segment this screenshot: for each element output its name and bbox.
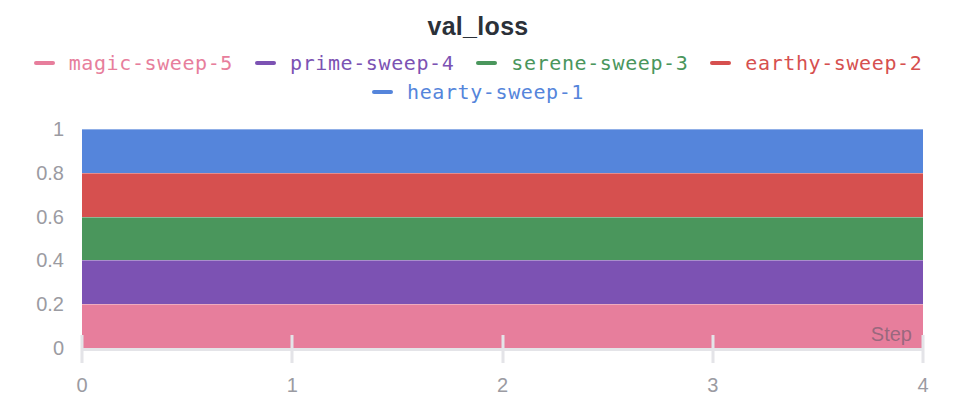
y-tick-label: 0 xyxy=(0,337,64,360)
legend-swatch-icon xyxy=(710,61,731,65)
x-tick-label: 0 xyxy=(76,374,87,396)
legend: magic-sweep-5 prime-sweep-4 serene-sweep… xyxy=(2,50,954,105)
legend-label: serene-sweep-3 xyxy=(511,51,688,75)
x-axis-tick xyxy=(291,335,294,363)
legend-swatch-icon xyxy=(255,61,276,65)
x-axis-ticks xyxy=(82,335,923,363)
legend-label: magic-sweep-5 xyxy=(69,51,233,75)
y-tick-label: 0.2 xyxy=(0,293,64,316)
series-area-prime-sweep-4 xyxy=(82,260,923,304)
legend-item-hearty-sweep-1[interactable]: hearty-sweep-1 xyxy=(372,79,584,105)
series-area-earthy-sweep-2 xyxy=(82,173,923,217)
plot-area[interactable]: Step xyxy=(82,129,923,348)
legend-item-magic-sweep-5[interactable]: magic-sweep-5 xyxy=(34,50,233,76)
x-tick-label: 2 xyxy=(497,374,508,396)
chart-title: val_loss xyxy=(0,0,956,41)
legend-label: hearty-sweep-1 xyxy=(407,80,584,104)
x-axis-labels: 0 1 2 3 4 xyxy=(82,374,923,398)
y-tick-label: 0.8 xyxy=(0,161,64,184)
x-axis-tick xyxy=(711,335,714,363)
legend-swatch-icon xyxy=(372,90,393,94)
x-axis-tick xyxy=(501,335,504,363)
series-area-serene-sweep-3 xyxy=(82,217,923,261)
legend-swatch-icon xyxy=(476,61,497,65)
y-tick-label: 0.4 xyxy=(0,249,64,272)
legend-item-serene-sweep-3[interactable]: serene-sweep-3 xyxy=(476,50,688,76)
x-axis-tick xyxy=(922,335,925,363)
y-axis-labels: 1 0.8 0.6 0.4 0.2 0 xyxy=(0,129,64,348)
y-tick-label: 1 xyxy=(0,118,64,141)
x-tick-label: 1 xyxy=(287,374,298,396)
legend-item-prime-sweep-4[interactable]: prime-sweep-4 xyxy=(255,50,454,76)
legend-item-earthy-sweep-2[interactable]: earthy-sweep-2 xyxy=(710,50,922,76)
x-tick-label: 4 xyxy=(917,374,928,396)
series-area-hearty-sweep-1 xyxy=(82,129,923,173)
x-axis-tick xyxy=(81,335,84,363)
legend-label: earthy-sweep-2 xyxy=(745,51,922,75)
legend-swatch-icon xyxy=(34,61,55,65)
x-tick-label: 3 xyxy=(707,374,718,396)
val-loss-chart-panel[interactable]: val_loss magic-sweep-5 prime-sweep-4 ser… xyxy=(0,0,956,420)
legend-label: prime-sweep-4 xyxy=(290,51,454,75)
y-tick-label: 0.6 xyxy=(0,205,64,228)
x-axis-title: Step xyxy=(871,323,912,346)
